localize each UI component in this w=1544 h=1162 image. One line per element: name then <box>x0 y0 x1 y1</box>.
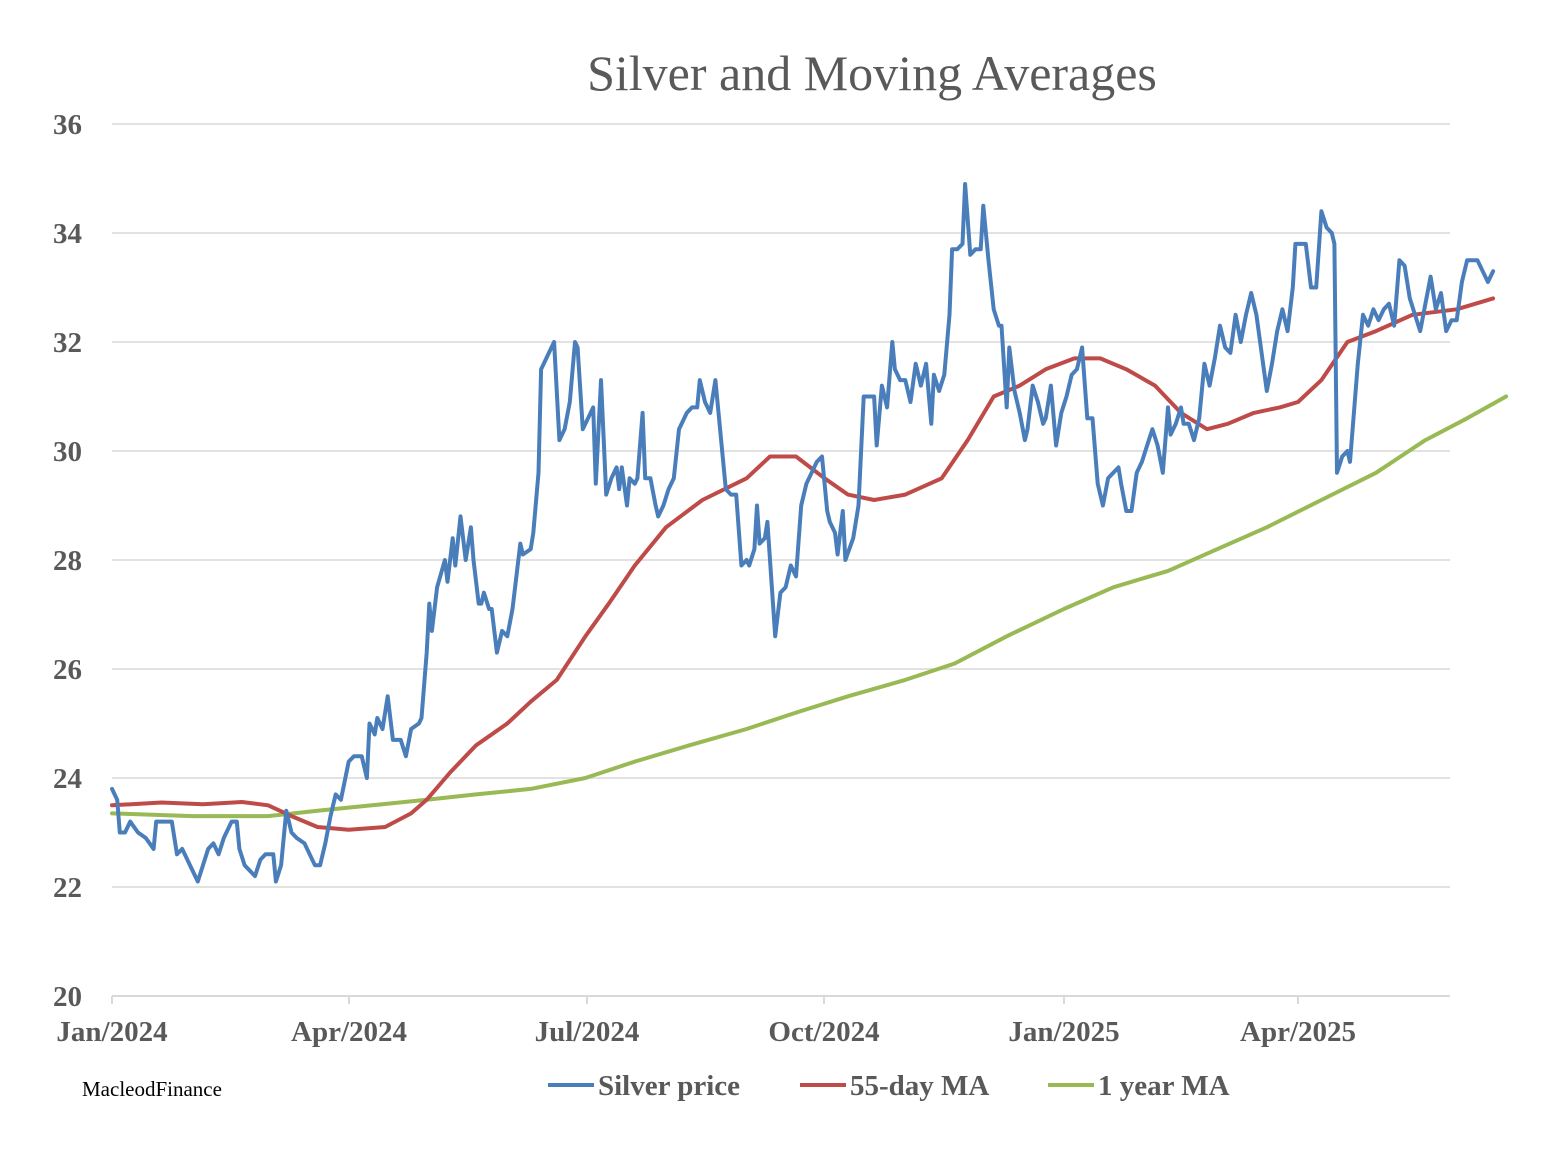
series-line-silver-price <box>110 182 1496 884</box>
y-tick-label: 30 <box>53 436 82 468</box>
legend-label: 1 year MA <box>1098 1070 1230 1102</box>
y-tick-label: 20 <box>53 981 82 1013</box>
legend-label: 55-day MA <box>850 1070 989 1102</box>
y-tick-label: 36 <box>53 109 82 141</box>
y-tick-label: 24 <box>53 763 82 795</box>
y-tick-label: 22 <box>53 872 82 904</box>
chart-title: Silver and Moving Averages <box>587 45 1157 101</box>
y-tick-label: 32 <box>53 327 82 359</box>
y-tick-label: 26 <box>53 654 82 686</box>
series-line-55-day-ma <box>110 296 1496 832</box>
legend: Silver price 55-day MA 1 year MA <box>548 1070 1230 1102</box>
x-tick-label: Oct/2024 <box>768 1016 879 1048</box>
credit-label: MacleodFinance <box>82 1077 222 1101</box>
series-lines <box>110 182 1509 884</box>
x-tick-label: Apr/2025 <box>1240 1016 1356 1048</box>
legend-label: Silver price <box>598 1070 740 1102</box>
x-tick-label: Jul/2024 <box>535 1016 640 1048</box>
y-tick-label: 34 <box>53 218 82 250</box>
y-axis-tick-labels: 20 22 24 26 28 30 32 34 36 <box>53 109 82 1013</box>
x-tick-label: Apr/2024 <box>291 1016 407 1048</box>
x-tick-label: Jan/2025 <box>1008 1016 1119 1048</box>
gridlines <box>112 123 1450 888</box>
x-axis: Jan/2024 Apr/2024 Jul/2024 Oct/2024 Jan/2025… <box>56 995 1450 1048</box>
y-tick-label: 28 <box>53 545 82 577</box>
series-line-1-year-ma <box>110 394 1509 819</box>
x-tick-label: Jan/2024 <box>56 1016 167 1048</box>
